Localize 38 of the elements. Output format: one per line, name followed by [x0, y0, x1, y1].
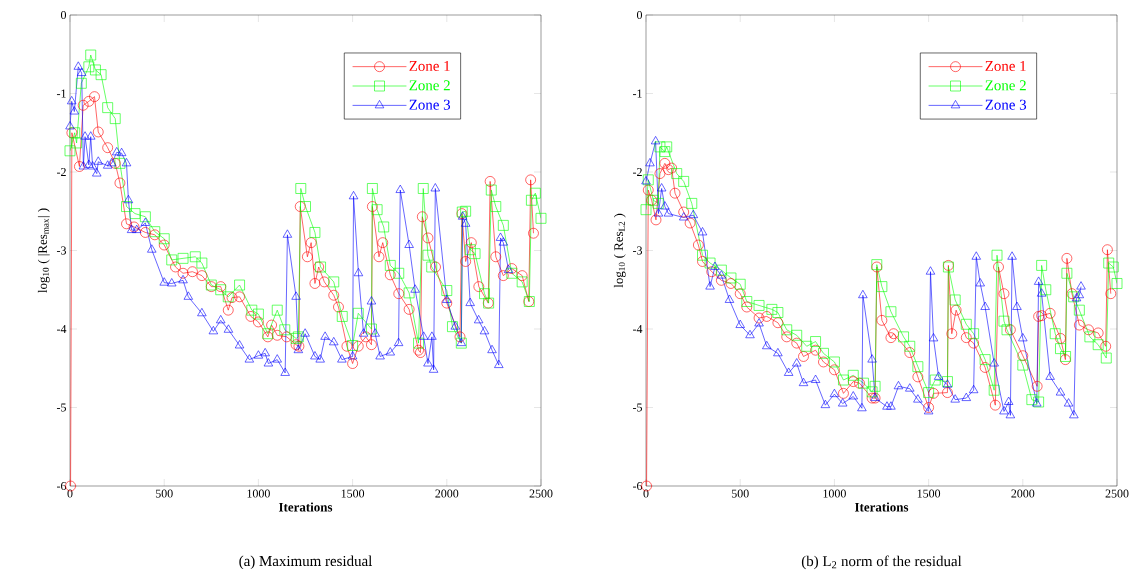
- y-tick-label: -5: [632, 403, 643, 412]
- y-tick-label: -1: [56, 89, 66, 98]
- y-tick-label: -2: [56, 168, 66, 176]
- y-tick-label: -6: [56, 481, 67, 491]
- legend-label: Zone 2: [409, 80, 450, 91]
- text: (b) L$_{2}$ norm of the residual: [801, 555, 962, 570]
- y-tick-label: -4: [632, 325, 643, 333]
- y-tick-label: -1: [632, 89, 642, 98]
- y-tick-label: -4: [56, 325, 67, 333]
- y-tick-label: -6: [632, 481, 643, 491]
- x-tick-label: 0: [67, 489, 73, 498]
- x-tick-label: 2000: [435, 489, 459, 498]
- legend-label: Zone 2: [985, 80, 1026, 91]
- x-tick-label: 0: [643, 489, 649, 498]
- y-axis-title: log$_{10}$ ( Res$_{L2}$ ): [613, 213, 626, 288]
- y-tick-label: -3: [632, 246, 643, 255]
- y-tick-label: 0: [636, 10, 643, 20]
- x-tick-label: 1000: [823, 489, 846, 498]
- y-tick-label: -3: [56, 246, 67, 255]
- y-axis-title: log$_{10}$ ( |Res$_{max}$| ): [37, 208, 50, 293]
- x-tick-label: 500: [155, 489, 173, 498]
- legend-label: Zone 1: [985, 60, 1026, 71]
- y-tick-label: 0: [60, 10, 67, 20]
- x-axis-title: Iterations: [278, 502, 333, 512]
- x-tick-label: 1000: [247, 489, 270, 498]
- legend-label: Zone 1: [409, 60, 450, 71]
- x-tick-label: 1500: [917, 489, 941, 498]
- x-tick-label: 500: [731, 489, 749, 498]
- text: (a) Maximum residual: [239, 555, 373, 570]
- y-tick-label: -2: [632, 168, 642, 176]
- x-tick-label: 2500: [529, 489, 553, 498]
- x-axis-title: Iterations: [854, 502, 909, 512]
- x-tick-label: 2500: [1105, 489, 1129, 498]
- y-tick-label: -5: [56, 403, 67, 412]
- x-tick-label: 2000: [1011, 489, 1035, 498]
- x-tick-label: 1500: [341, 489, 365, 498]
- legend-label: Zone 3: [409, 99, 451, 110]
- legend-label: Zone 3: [985, 99, 1027, 110]
